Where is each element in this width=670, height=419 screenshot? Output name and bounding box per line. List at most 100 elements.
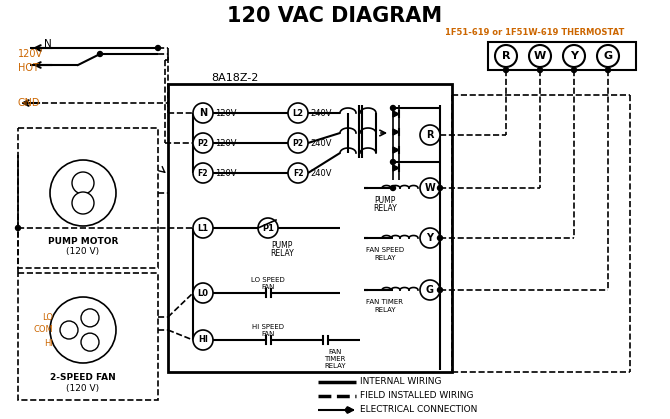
Circle shape: [346, 408, 350, 412]
Circle shape: [288, 133, 308, 153]
Text: L2: L2: [292, 109, 304, 117]
Circle shape: [72, 172, 94, 194]
Circle shape: [438, 287, 442, 292]
Circle shape: [258, 218, 278, 238]
Polygon shape: [393, 129, 399, 135]
Text: L0: L0: [198, 289, 208, 297]
Text: F2: F2: [293, 168, 304, 178]
Text: LO SPEED: LO SPEED: [251, 277, 285, 283]
Text: 1F51-619 or 1F51W-619 THERMOSTAT: 1F51-619 or 1F51W-619 THERMOSTAT: [446, 28, 624, 36]
Text: N: N: [44, 39, 52, 49]
Text: LO: LO: [42, 313, 53, 321]
Text: FAN: FAN: [328, 349, 342, 355]
Circle shape: [288, 163, 308, 183]
Text: HI SPEED: HI SPEED: [252, 324, 284, 330]
Text: COM: COM: [34, 326, 53, 334]
Text: N: N: [199, 108, 207, 118]
Text: RELAY: RELAY: [374, 307, 396, 313]
Circle shape: [420, 228, 440, 248]
Text: W: W: [534, 51, 546, 61]
Text: FAN: FAN: [261, 331, 275, 337]
Text: 240V: 240V: [310, 109, 332, 117]
Text: F2: F2: [198, 168, 208, 178]
Text: P2: P2: [198, 139, 208, 147]
Circle shape: [597, 45, 619, 67]
Text: W: W: [425, 183, 436, 193]
Circle shape: [193, 133, 213, 153]
Polygon shape: [393, 147, 399, 153]
Text: L1: L1: [198, 223, 208, 233]
Polygon shape: [393, 165, 399, 171]
Circle shape: [193, 218, 213, 238]
Text: GND: GND: [18, 98, 40, 108]
Bar: [18, 273, 158, 400]
Circle shape: [50, 160, 116, 226]
Bar: [18, 128, 158, 268]
Circle shape: [60, 321, 78, 339]
Circle shape: [495, 45, 517, 67]
Circle shape: [563, 45, 585, 67]
Circle shape: [81, 333, 99, 351]
Circle shape: [438, 235, 442, 241]
Text: RELAY: RELAY: [373, 204, 397, 212]
Circle shape: [438, 186, 442, 191]
Text: FAN TIMER: FAN TIMER: [366, 299, 403, 305]
Text: P1: P1: [262, 223, 274, 233]
Circle shape: [420, 125, 440, 145]
Circle shape: [288, 103, 308, 123]
Text: R: R: [502, 51, 511, 61]
Text: 120V: 120V: [18, 49, 43, 59]
Text: FAN: FAN: [261, 284, 275, 290]
Circle shape: [15, 225, 21, 230]
Text: 120V: 120V: [215, 168, 237, 178]
Circle shape: [391, 106, 395, 111]
Circle shape: [193, 103, 213, 123]
Text: 240V: 240V: [310, 168, 332, 178]
Circle shape: [193, 330, 213, 350]
Text: RELAY: RELAY: [324, 363, 346, 369]
Polygon shape: [393, 111, 399, 117]
Text: P2: P2: [293, 139, 304, 147]
Text: PUMP: PUMP: [271, 241, 293, 249]
Text: 120 VAC DIAGRAM: 120 VAC DIAGRAM: [227, 6, 443, 26]
Text: G: G: [426, 285, 434, 295]
Circle shape: [420, 178, 440, 198]
Text: FAN SPEED: FAN SPEED: [366, 247, 404, 253]
Text: Y: Y: [570, 51, 578, 61]
Text: HOT: HOT: [18, 63, 39, 73]
Circle shape: [193, 163, 213, 183]
Circle shape: [50, 297, 116, 363]
Text: G: G: [604, 51, 612, 61]
Circle shape: [391, 160, 395, 165]
Circle shape: [529, 45, 551, 67]
Circle shape: [537, 67, 543, 72]
Circle shape: [572, 67, 576, 72]
Text: FIELD INSTALLED WIRING: FIELD INSTALLED WIRING: [360, 391, 474, 401]
Text: 120V: 120V: [215, 109, 237, 117]
Circle shape: [98, 52, 103, 57]
Text: (120 V): (120 V): [66, 383, 100, 393]
Bar: [168, 84, 452, 372]
Circle shape: [420, 280, 440, 300]
Text: Y: Y: [427, 233, 433, 243]
Text: TIMER: TIMER: [324, 356, 346, 362]
Text: HI: HI: [44, 339, 53, 347]
Text: RELAY: RELAY: [270, 248, 294, 258]
Text: 8A18Z-2: 8A18Z-2: [211, 73, 259, 83]
Circle shape: [81, 309, 99, 327]
Text: INTERNAL WIRING: INTERNAL WIRING: [360, 378, 442, 386]
Circle shape: [391, 186, 395, 191]
Text: 240V: 240V: [310, 139, 332, 147]
Text: (120 V): (120 V): [66, 246, 100, 256]
Circle shape: [72, 192, 94, 214]
Text: R: R: [426, 130, 433, 140]
Text: PUMP MOTOR: PUMP MOTOR: [48, 236, 118, 246]
Text: HI: HI: [198, 336, 208, 344]
Bar: [488, 42, 636, 70]
Text: ELECTRICAL CONNECTION: ELECTRICAL CONNECTION: [360, 406, 477, 414]
Circle shape: [155, 46, 161, 51]
Circle shape: [606, 67, 610, 72]
Circle shape: [193, 283, 213, 303]
Text: PUMP: PUMP: [375, 196, 396, 204]
Circle shape: [503, 67, 509, 72]
